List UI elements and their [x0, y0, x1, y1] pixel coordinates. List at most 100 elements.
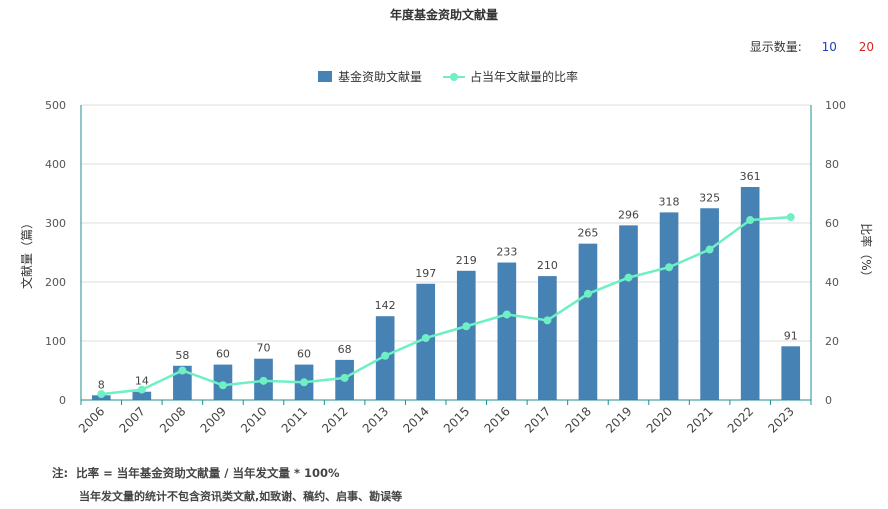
chart-svg: 基金资助文献量 占当年文献量的比率 8 14 58 60 70 60 68 142 197 219… — [19, 69, 874, 436]
footnote-line-1: 注: 比率 = 当年基金资助文献量 / 当年发文量 * 100% — [52, 461, 402, 485]
bar — [456, 270, 476, 400]
bar — [700, 208, 719, 400]
y2-tick-label: 100 — [825, 99, 846, 112]
x-tick-label: 2013 — [360, 404, 391, 435]
line-point — [502, 310, 511, 319]
bar-data-label: 70 — [257, 342, 271, 355]
line-point — [340, 373, 349, 382]
bar-data-labels: 8 14 58 60 70 60 68 142 197 219 233 210 265 296 318 325… — [98, 170, 798, 391]
x-tick-label: 2021 — [684, 404, 715, 435]
line-point — [97, 390, 106, 399]
y2-axis-label: 比率（%） — [859, 223, 874, 282]
y-tick-label: 200 — [45, 276, 66, 289]
y2-tick-label: 20 — [825, 335, 839, 348]
legend: 基金资助文献量 占当年文献量的比率 — [318, 69, 578, 84]
y-axis-label: 文献量（篇） — [19, 217, 34, 289]
legend-swatch-dot[interactable] — [450, 73, 458, 81]
bar-data-label: 60 — [297, 348, 311, 361]
bar-data-label: 318 — [659, 195, 680, 208]
x-tick-label: 2011 — [279, 404, 310, 435]
bar-data-label: 142 — [375, 299, 396, 312]
bar-data-label: 210 — [537, 259, 558, 272]
line-point — [705, 245, 714, 254]
axes — [80, 105, 812, 405]
legend-label-line[interactable]: 占当年文献量的比率 — [470, 69, 578, 84]
line-point — [381, 351, 390, 360]
bar — [173, 365, 192, 400]
bar-data-label: 8 — [98, 378, 105, 391]
footnote-prefix: 注: — [52, 466, 69, 480]
y-tick-label: 300 — [45, 217, 66, 230]
footnotes: 注: 比率 = 当年基金资助文献量 / 当年发文量 * 100% 当年发文量的统计… — [52, 461, 402, 509]
line-point — [583, 289, 592, 298]
chart-title: 年度基金资助文献量 — [389, 8, 498, 22]
line-point — [259, 376, 268, 385]
bar-data-label: 265 — [577, 227, 598, 240]
bar — [659, 212, 679, 400]
x-tick-label: 2007 — [116, 404, 147, 435]
x-tick-label: 2009 — [198, 404, 229, 435]
bar — [740, 187, 760, 400]
y-tick-label: 0 — [59, 394, 66, 407]
bar — [619, 225, 638, 400]
bar-data-label: 233 — [496, 246, 517, 259]
legend-label-bar[interactable]: 基金资助文献量 — [338, 69, 422, 84]
x-tick-label: 2014 — [400, 404, 431, 435]
x-tick-label: 2006 — [76, 404, 107, 435]
line-point — [746, 216, 755, 225]
y-tick-label: 500 — [45, 99, 66, 112]
y2-axis-tick-labels: 0 20 40 60 80 100 — [825, 99, 846, 407]
bar-data-label: 325 — [699, 191, 720, 204]
bar-data-label: 58 — [175, 349, 189, 362]
legend-swatch-bar[interactable] — [318, 71, 332, 82]
bar — [538, 276, 557, 400]
x-tick-label: 2008 — [157, 404, 188, 435]
x-axis-tick-labels: 2006 2007 2008 2009 2010 2011 2012 2013 2014 2015… — [76, 404, 797, 435]
y2-tick-label: 60 — [825, 217, 839, 230]
bar — [578, 243, 598, 400]
x-tick-label: 2017 — [522, 404, 553, 435]
line-point — [462, 322, 471, 331]
bar — [132, 391, 152, 400]
bar-data-label: 91 — [784, 329, 798, 342]
bar-data-label: 68 — [338, 343, 352, 356]
bar-data-label: 197 — [415, 267, 436, 280]
bar-series — [91, 187, 801, 400]
line-point — [421, 334, 430, 343]
display-count-control: 显示数量: 10 20 — [750, 38, 874, 55]
x-tick-label: 2016 — [481, 404, 512, 435]
y-tick-label: 100 — [45, 335, 66, 348]
bar-data-label: 296 — [618, 208, 639, 221]
x-tick-label: 2023 — [765, 404, 796, 435]
line-point — [137, 385, 146, 394]
line-point — [543, 316, 552, 325]
line-point — [178, 366, 187, 375]
x-tick-label: 2019 — [603, 404, 634, 435]
x-tick-label: 2012 — [319, 404, 350, 435]
line-point — [300, 378, 309, 387]
line-point — [786, 213, 795, 222]
display-option-20[interactable]: 20 — [858, 40, 874, 54]
bar-data-label: 219 — [456, 254, 477, 267]
x-tick-label: 2010 — [238, 404, 269, 435]
y2-tick-label: 40 — [825, 276, 839, 289]
footnote-line-2: 当年发文量的统计不包含资讯类文献,如致谢、稿约、启事、勘误等 — [79, 490, 403, 503]
line-path — [101, 215, 791, 396]
footnote-formula: 比率 = 当年基金资助文献量 / 当年发文量 * 100% — [76, 466, 340, 480]
line-series — [97, 213, 795, 399]
bar — [781, 346, 801, 400]
line-point — [665, 263, 674, 272]
x-tick-label: 2020 — [644, 404, 675, 435]
y-tick-label: 400 — [45, 158, 66, 171]
y2-tick-label: 80 — [825, 158, 839, 171]
display-count-label: 显示数量: — [749, 40, 802, 54]
y-axis-tick-labels: 0 100 200 300 400 500 — [45, 99, 66, 407]
grid-lines — [81, 104, 811, 342]
bar-data-label: 361 — [740, 170, 761, 183]
display-option-10[interactable]: 10 — [821, 40, 837, 54]
x-tick-label: 2018 — [563, 404, 594, 435]
x-tick-label: 2022 — [725, 404, 756, 435]
bar-data-label: 14 — [135, 375, 149, 388]
bar-data-label: 60 — [216, 348, 230, 361]
line-point — [218, 381, 227, 390]
